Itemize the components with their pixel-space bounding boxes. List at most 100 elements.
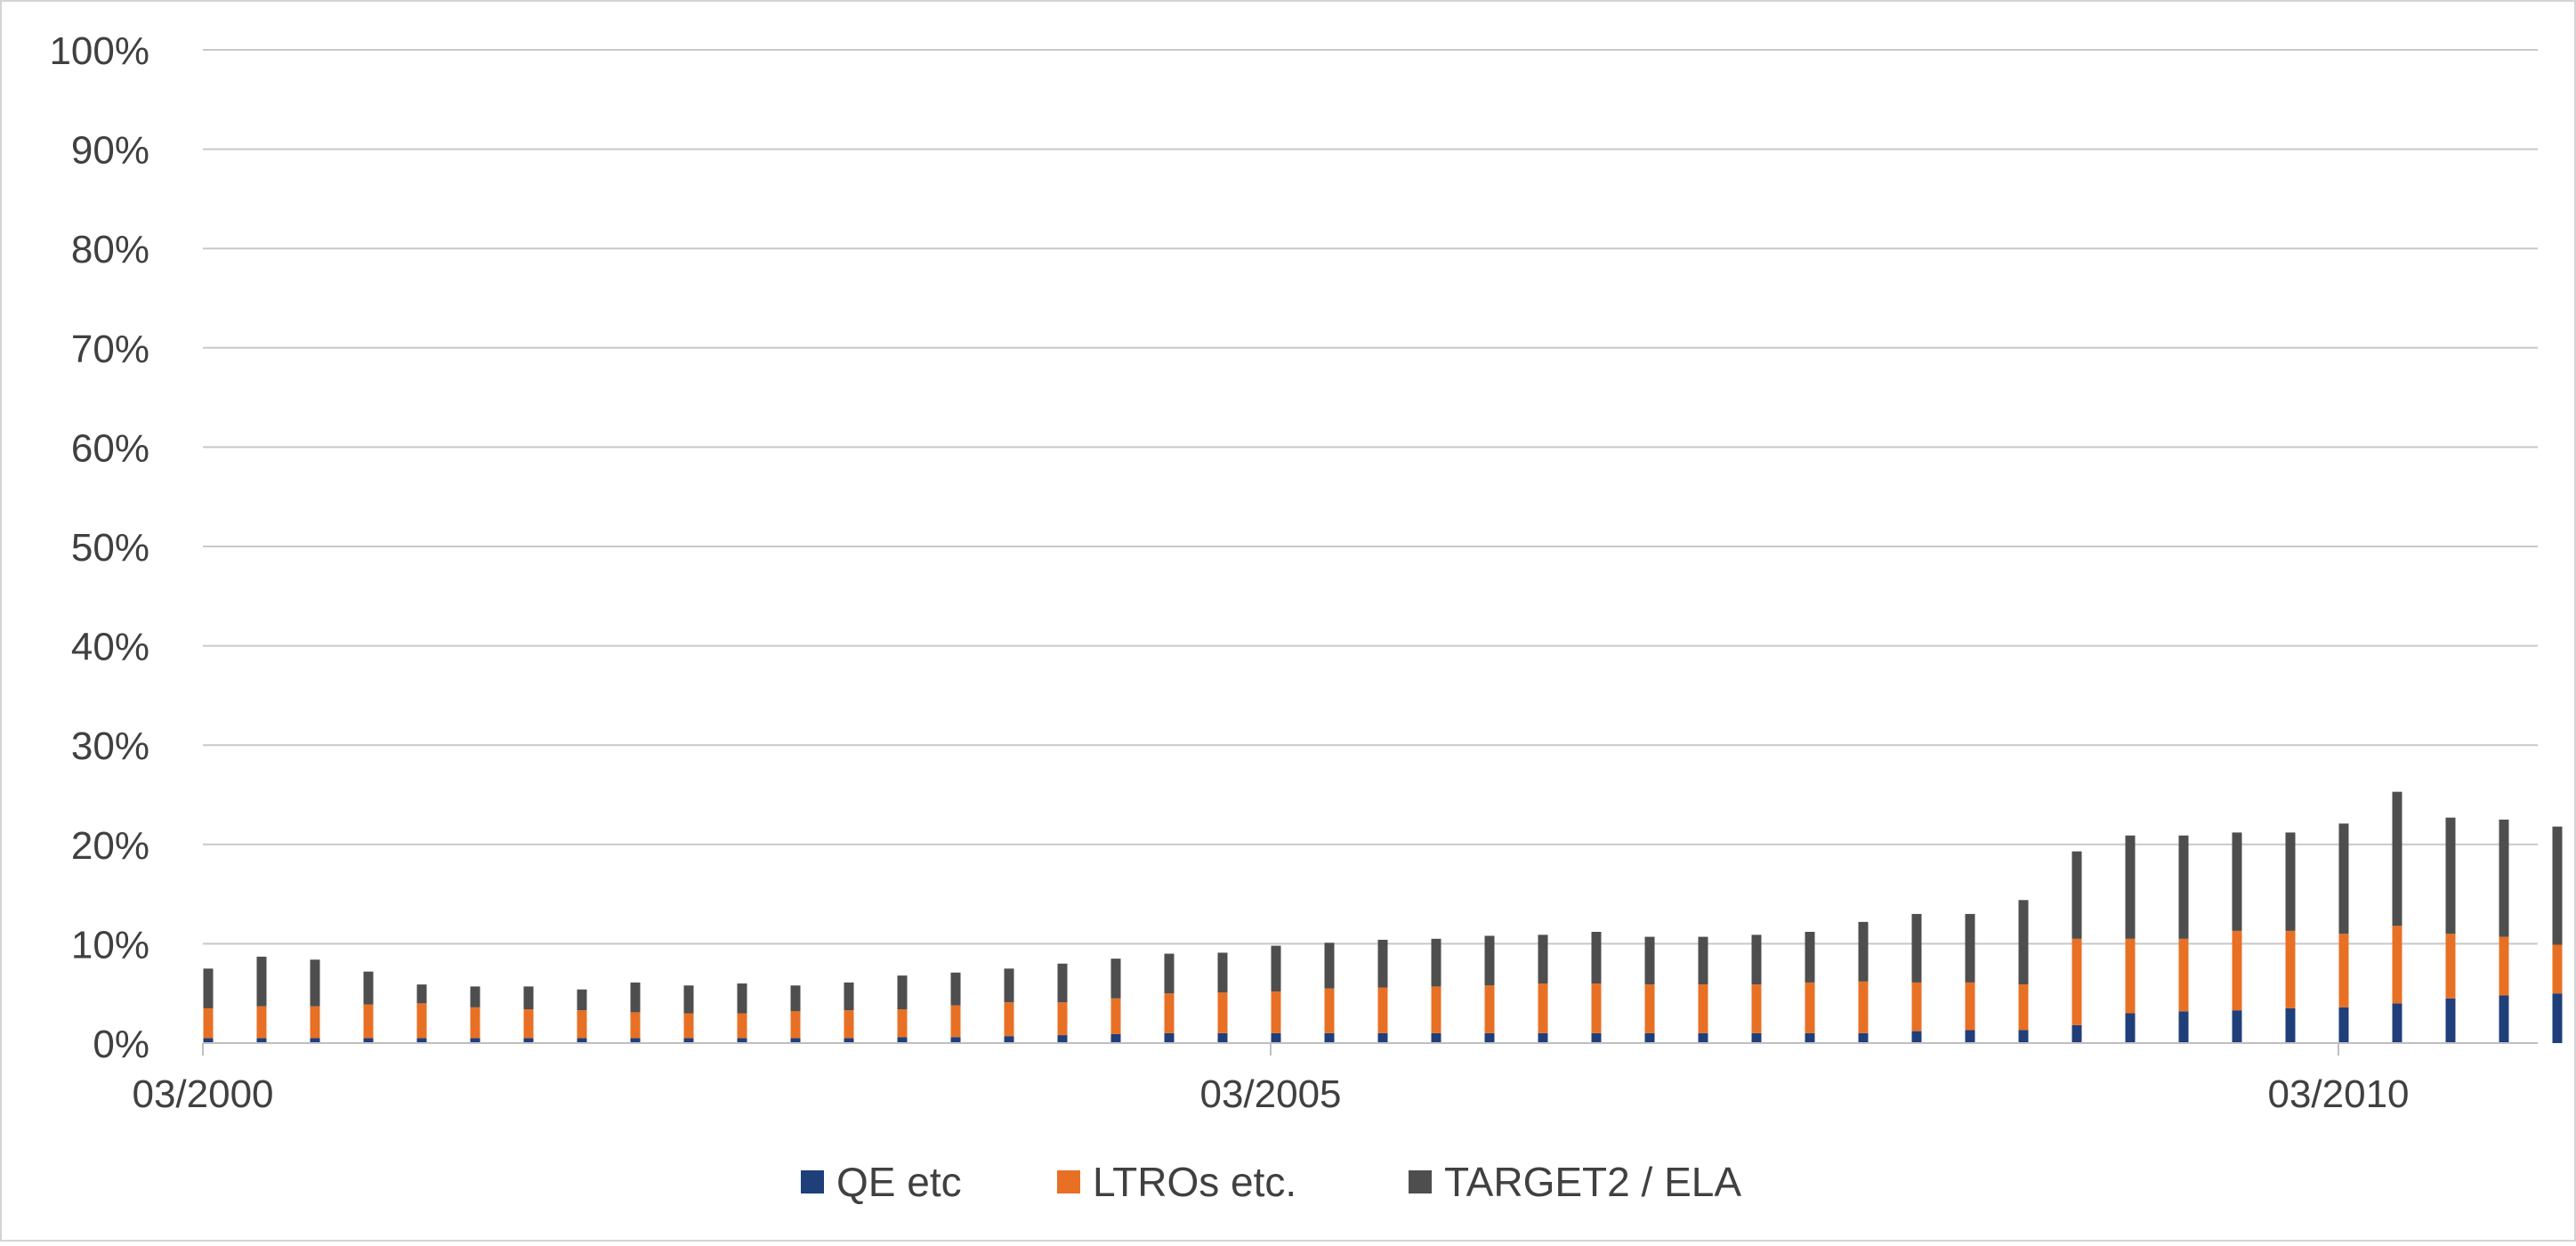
bar-segment bbox=[2286, 832, 2296, 930]
legend-swatch bbox=[1057, 1170, 1080, 1193]
y-tick-label: 30% bbox=[71, 724, 149, 768]
bar-segment bbox=[844, 1010, 854, 1038]
bar-segment bbox=[311, 959, 320, 1006]
bar-segment bbox=[738, 1014, 747, 1039]
bar-segment bbox=[1111, 959, 1121, 999]
bar-segment bbox=[1592, 1033, 1602, 1043]
bar-segment bbox=[2179, 836, 2189, 939]
bar-segment bbox=[1218, 992, 1228, 1033]
legend-swatch bbox=[801, 1170, 824, 1193]
bar-segment bbox=[257, 957, 267, 1007]
bar-segment bbox=[1645, 1033, 1655, 1043]
y-tick-label: 70% bbox=[71, 328, 149, 371]
bar-segment bbox=[791, 1011, 801, 1038]
bar-segment bbox=[204, 1008, 214, 1038]
bar-segment bbox=[2179, 939, 2189, 1011]
bar-segment bbox=[1325, 1033, 1335, 1043]
bar-segment bbox=[417, 984, 427, 1003]
bar-segment bbox=[1966, 983, 1975, 1031]
bar-segment bbox=[2126, 939, 2136, 1014]
x-tick-label: 03/2010 bbox=[2267, 1072, 2409, 1116]
bar-segment bbox=[1805, 1033, 1815, 1043]
bar-segment bbox=[2286, 931, 2296, 1008]
bar-segment bbox=[257, 1007, 267, 1039]
bar-segment bbox=[1752, 934, 1762, 984]
bar-segment bbox=[1165, 993, 1175, 1033]
bar-segment bbox=[2393, 1003, 2402, 1043]
bar-segment bbox=[2019, 984, 2029, 1030]
bar-segment bbox=[2019, 900, 2029, 984]
bar-segment bbox=[1805, 983, 1815, 1033]
bar-segment bbox=[417, 1003, 427, 1038]
x-tick-label: 03/2000 bbox=[132, 1072, 273, 1116]
bar-segment bbox=[1005, 1036, 1014, 1043]
bar-segment bbox=[1378, 940, 1388, 988]
bar-segment bbox=[1859, 982, 1869, 1033]
bar-segment bbox=[1432, 986, 1441, 1032]
bar-segment bbox=[951, 1037, 961, 1043]
bar-segment bbox=[1111, 999, 1121, 1034]
bar-segment bbox=[2339, 1007, 2349, 1043]
bar-segment bbox=[577, 1010, 587, 1038]
y-tick-label: 100% bbox=[49, 29, 149, 73]
bar-segment bbox=[2072, 1025, 2082, 1043]
bar-segment bbox=[1485, 985, 1495, 1033]
bar-segment bbox=[1058, 1035, 1068, 1043]
bar-segment bbox=[364, 1004, 374, 1038]
bar-segment bbox=[2126, 1014, 2136, 1043]
bar-segment bbox=[2553, 945, 2563, 994]
y-tick-label: 50% bbox=[71, 526, 149, 570]
bar-segment bbox=[1058, 1002, 1068, 1035]
bar-segment bbox=[2446, 818, 2456, 934]
bar-segment bbox=[1538, 934, 1548, 983]
bar-segment bbox=[364, 972, 374, 1005]
bar-segment bbox=[1485, 935, 1495, 985]
bar-segment bbox=[1859, 1033, 1869, 1043]
bar-segment bbox=[2286, 1008, 2296, 1043]
bar-segment bbox=[1378, 1033, 1388, 1043]
bar-segment bbox=[1005, 968, 1014, 1002]
y-tick-label: 40% bbox=[71, 626, 149, 669]
bar-segment bbox=[1645, 984, 1655, 1033]
bar-segment bbox=[1645, 937, 1655, 985]
bar-segment bbox=[2072, 939, 2082, 1025]
legend-label: QE etc bbox=[836, 1159, 962, 1205]
bar-segment bbox=[1272, 991, 1281, 1033]
bar-segment bbox=[1966, 1030, 1975, 1043]
bar-segment bbox=[1218, 952, 1228, 992]
y-tick-label: 90% bbox=[71, 129, 149, 173]
bar-segment bbox=[2393, 926, 2402, 1003]
bar-segment bbox=[1966, 914, 1975, 983]
bar-segment bbox=[2499, 995, 2509, 1043]
bar-segment bbox=[1912, 914, 1922, 983]
bar-segment bbox=[951, 973, 961, 1006]
bar-segment bbox=[524, 1009, 534, 1038]
bar-segment bbox=[577, 990, 587, 1010]
legend-label: TARGET2 / ELA bbox=[1444, 1159, 1741, 1205]
bar-segment bbox=[1912, 1032, 1922, 1043]
bar-segment bbox=[2233, 931, 2242, 1010]
bar-segment bbox=[1538, 983, 1548, 1033]
bar-segment bbox=[1432, 1033, 1441, 1043]
bar-segment bbox=[2553, 993, 2563, 1043]
bar-segment bbox=[1752, 984, 1762, 1033]
bar-segment bbox=[1165, 1033, 1175, 1043]
y-tick-label: 20% bbox=[71, 824, 149, 868]
bar-segment bbox=[2446, 999, 2456, 1043]
bar-segment bbox=[898, 975, 908, 1009]
y-tick-label: 60% bbox=[71, 426, 149, 470]
bar-segment bbox=[471, 1007, 480, 1039]
bar-segment bbox=[631, 983, 641, 1012]
bar-segment bbox=[1325, 989, 1335, 1033]
bar-segment bbox=[898, 1009, 908, 1037]
bar-segment bbox=[1325, 943, 1335, 988]
bar-segment bbox=[2339, 823, 2349, 934]
bar-segment bbox=[1378, 988, 1388, 1033]
bar-segment bbox=[2393, 792, 2402, 926]
bar-segment bbox=[1592, 932, 1602, 983]
y-tick-label: 80% bbox=[71, 228, 149, 271]
bar-segment bbox=[2446, 934, 2456, 999]
